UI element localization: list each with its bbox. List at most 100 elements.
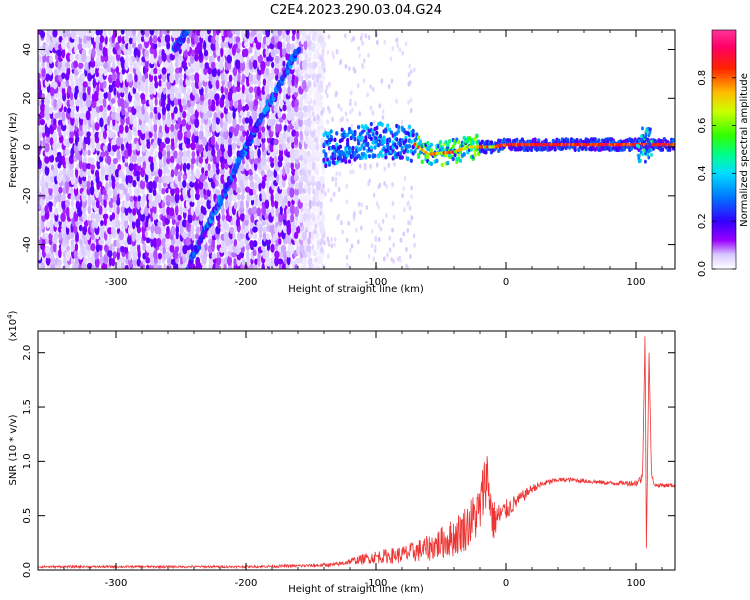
heatmap-noise-cell (315, 48, 320, 58)
heatmap-band-cell (406, 149, 410, 154)
heatmap-noise-cell (173, 106, 178, 114)
heatmap-noise-cell (349, 98, 352, 104)
heatmap-noise-cell (166, 144, 171, 152)
heatmap-noise-cell (95, 199, 100, 209)
heatmap-band-cell (446, 142, 450, 147)
heatmap-noise-cell (266, 238, 272, 246)
heatmap-noise-cell (152, 237, 158, 249)
heatmap-noise-cell (41, 97, 45, 105)
heatmap-noise-cell (208, 181, 212, 191)
heatmap-noise-cell (62, 167, 67, 178)
heatmap-noise-cell (48, 148, 53, 156)
heatmap-noise-cell (115, 219, 121, 229)
heatmap-noise-cell (400, 119, 404, 125)
heatmap-noise-cell (312, 64, 316, 70)
heatmap-noise-cell (90, 212, 96, 220)
heatmap-noise-cell (61, 111, 66, 122)
heatmap-noise-cell (314, 61, 318, 67)
heatmap-noise-cell (281, 47, 287, 58)
heatmap-noise-cell (203, 49, 209, 57)
heatmap-noise-cell (166, 116, 171, 128)
heatmap-noise-cell (367, 35, 371, 41)
heatmap-noise-cell (319, 94, 324, 101)
heatmap-noise-cell (392, 242, 396, 248)
heatmap-noise-cell (194, 93, 200, 103)
heatmap-noise-cell (367, 181, 370, 187)
heatmap-noise-cell (279, 169, 283, 176)
heatmap-noise-cell (74, 112, 81, 119)
heatmap-band-cell (584, 145, 588, 151)
heatmap-band-cell (367, 133, 372, 139)
heatmap-noise-cell (108, 179, 113, 188)
heatmap-noise-cell (203, 180, 209, 190)
heatmap-noise-cell (320, 246, 324, 254)
heatmap-noise-cell (362, 78, 366, 84)
heatmap-noise-cell (103, 80, 107, 89)
heatmap-noise-cell (181, 263, 187, 269)
heatmap-noise-cell (410, 215, 414, 221)
heatmap-noise-cell (161, 48, 165, 58)
heatmap-noise-cell (289, 243, 295, 255)
heatmap-noise-cell (159, 30, 163, 40)
heatmap-noise-cell (401, 193, 404, 199)
heatmap-noise-cell (248, 86, 254, 94)
snr-x-ticks: -300 -200 -100 0 100 (37, 331, 663, 589)
heatmap-noise-cell (320, 137, 325, 144)
heatmap-noise-cell (402, 186, 406, 192)
heatmap-noise-cell (239, 125, 245, 132)
heatmap-noise-cell (203, 67, 208, 76)
heatmap-band-cell (333, 137, 337, 143)
heatmap-noise-cell (186, 111, 191, 123)
heatmap-noise-cell (86, 56, 91, 63)
heatmap-noise-cell (215, 124, 220, 134)
heatmap-noise-cell (331, 176, 335, 182)
heatmap-noise-cell (194, 180, 199, 191)
heatmap-noise-cell (341, 116, 344, 122)
heatmap-band-cell (404, 138, 408, 143)
heatmap-band-cell (641, 126, 644, 131)
heatmap-band-cell (356, 141, 361, 146)
heatmap-band-cell (447, 139, 452, 144)
heatmap-noise-cell (314, 137, 317, 143)
heatmap-noise-cell (189, 200, 195, 208)
heatmap-noise-cell (257, 131, 262, 140)
heatmap-noise-cell (401, 50, 404, 56)
heatmap-noise-cell (67, 85, 72, 95)
heatmap-noise-cell (112, 131, 116, 140)
heatmap-noise-cell (268, 80, 274, 88)
heatmap-noise-cell (96, 84, 100, 93)
heatmap-noise-cell (260, 60, 266, 71)
heatmap-noise-cell (359, 35, 363, 41)
heatmap-noise-cell (291, 140, 295, 149)
heatmap-noise-cell (94, 169, 100, 178)
heatmap-noise-cell (91, 264, 96, 269)
heatmap-noise-cell (349, 247, 352, 253)
heatmap-noise-cell (98, 131, 103, 140)
heatmap-noise-cell (278, 132, 283, 139)
heatmap-noise-cell (275, 173, 280, 184)
heatmap-noise-cell (49, 210, 55, 220)
heatmap-band-cell (351, 145, 355, 151)
heatmap-noise-cell (241, 84, 245, 94)
heatmap-noise-cell (378, 182, 382, 188)
heatmap-noise-cell (407, 72, 411, 78)
heatmap-noise-cell (282, 104, 287, 112)
heatmap-noise-cell (253, 233, 258, 240)
heatmap-noise-cell (106, 122, 111, 133)
heatmap-noise-cell (350, 243, 354, 249)
heatmap-noise-cell (132, 213, 137, 223)
heatmap-noise-cell (166, 149, 171, 160)
heatmap-noise-cell (153, 75, 158, 83)
heatmap-noise-cell (112, 206, 118, 214)
heatmap-noise-cell (173, 150, 178, 159)
heatmap-noise-cell (260, 169, 265, 177)
heatmap-noise-cell (139, 155, 146, 163)
heatmap-noise-cell (98, 30, 103, 36)
heatmap-noise-cell (170, 136, 175, 147)
heatmap-noise-cell (38, 166, 42, 176)
heatmap-band-cell (515, 138, 519, 143)
heatmap-noise-cell (210, 135, 216, 146)
heatmap-band-cell (429, 148, 433, 153)
heatmap-noise-cell (40, 103, 46, 113)
heatmap-noise-cell (228, 137, 232, 145)
